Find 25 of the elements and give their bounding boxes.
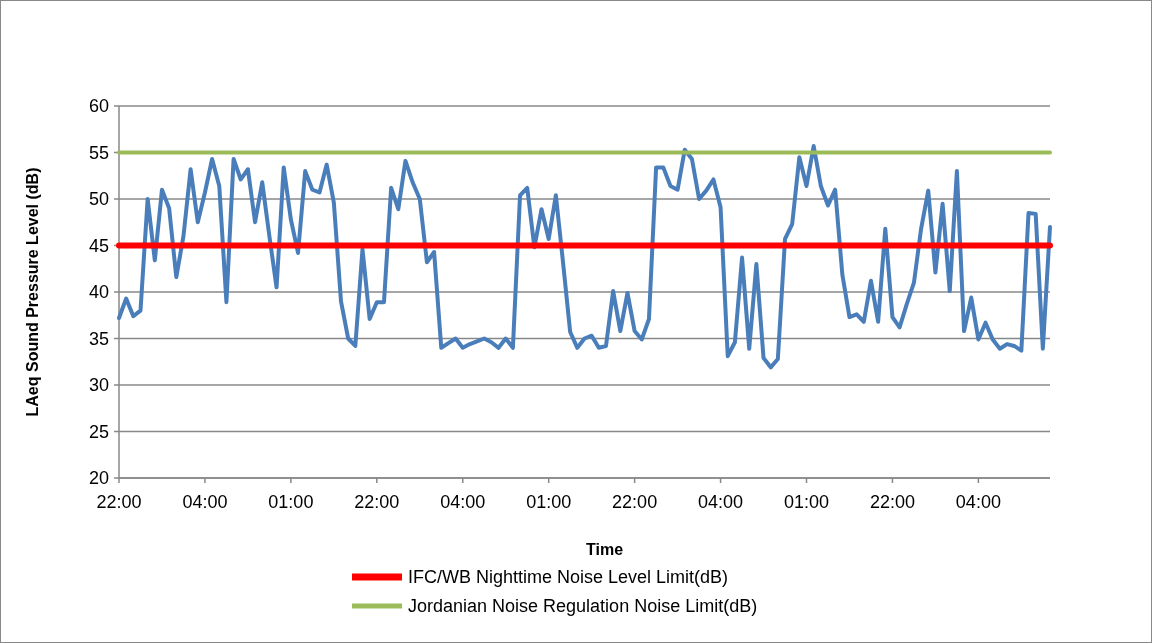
- x-tick-label: 01:00: [526, 492, 572, 512]
- y-tick-label: 45: [88, 235, 109, 256]
- y-axis-title: LAeq Sound Pressure Level (dB): [24, 167, 41, 417]
- x-tick-label: 01:00: [783, 492, 830, 512]
- x-tick-label: 04:00: [698, 492, 744, 512]
- y-tick-label: 25: [88, 421, 109, 442]
- x-tick-label: 22:00: [96, 492, 142, 512]
- x-tick-label: 01:00: [268, 492, 314, 512]
- y-tick-label: 30: [88, 375, 109, 396]
- x-tick-label: 22:00: [354, 492, 400, 512]
- legend-label: IFC/WB Nighttime Noise Level Limit(dB): [408, 567, 729, 588]
- y-tick-label: 20: [88, 468, 109, 489]
- legend-label: Jordanian Noise Regulation Noise Limit(dB): [408, 596, 758, 617]
- x-tick-label: 04:00: [182, 492, 228, 512]
- x-tick-label: 22:00: [612, 492, 658, 512]
- y-tick-label: 50: [88, 189, 109, 210]
- y-tick-label: 55: [88, 142, 109, 163]
- x-tick-label: 04:00: [955, 492, 1001, 512]
- y-tick-label: 40: [88, 282, 109, 303]
- x-tick-label: 22:00: [869, 492, 915, 512]
- y-tick-label: 35: [88, 328, 109, 349]
- x-axis-title: Time: [585, 541, 624, 558]
- y-tick-label: 60: [88, 96, 109, 117]
- line-series: [117, 143, 1052, 370]
- x-tick-label: 04:00: [440, 492, 486, 512]
